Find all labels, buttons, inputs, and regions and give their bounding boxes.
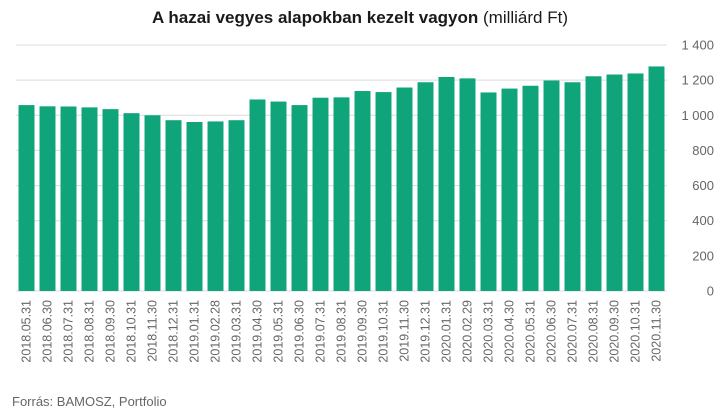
bar [627,73,644,291]
bar-chart: 0 200 400 600 800 1 000 1 200 1 400 2018.05.31 20… [16,38,714,363]
bar [543,80,560,291]
bar [165,120,182,291]
x-tick-label: 2018.09.30 [104,300,118,363]
bar [375,92,392,291]
bar [417,82,434,291]
x-tick-label: 2018.11.30 [146,300,160,362]
bar [81,107,98,291]
y-tick-label: 1 400 [681,38,714,53]
x-tick-label: 2018.08.31 [83,300,97,363]
bar [186,121,203,291]
x-tick-label: 2019.02.28 [209,300,223,363]
chart-title-main: A hazai vegyes alapokban kezelt vagyon [151,8,479,27]
bar [123,113,140,291]
x-tick-label: 2019.10.31 [377,300,391,363]
x-tick-label: 2020.08.31 [587,300,601,363]
bar [648,66,665,292]
bar [60,106,77,291]
x-tick-label: 2020.03.31 [482,300,496,363]
bar [102,109,119,291]
y-tick-label: 600 [692,178,714,193]
bar [207,121,224,291]
x-tick-label: 2018.12.31 [167,300,181,363]
bar [606,74,623,292]
source-note: Forrás: BAMOSZ, Portfolio [12,394,167,409]
x-tick-label: 2020.01.31 [440,300,454,363]
bar [585,76,602,291]
bar [312,97,329,291]
bar [39,106,56,292]
x-tick-label: 2020.04.30 [503,300,517,363]
x-tick-label: 2020.10.31 [629,300,643,363]
bar [333,97,350,291]
bar [144,115,161,292]
x-tick-label: 2019.11.30 [398,300,412,362]
bar [18,105,35,291]
bar [270,101,287,291]
y-tick-label: 1 200 [681,73,714,88]
y-tick-label: 1 000 [681,108,714,123]
x-tick-label: 2020.02.29 [461,300,475,363]
x-tick-label: 2019.07.31 [314,300,328,363]
bar [522,85,539,291]
x-tick-label: 2018.07.31 [62,300,76,363]
x-tick-label: 2018.06.30 [41,300,55,363]
chart-title-unit: (milliárd Ft) [483,8,568,27]
bar [249,99,266,291]
bar [459,78,476,291]
x-tick-label: 2019.08.31 [335,300,349,363]
x-tick-label: 2019.06.30 [293,300,307,363]
x-tick-label: 2019.09.30 [356,300,370,363]
x-tick-label: 2020.06.30 [545,300,559,363]
y-tick-label: 400 [692,213,714,228]
x-tick-label: 2020.07.31 [566,300,580,363]
y-tick-label: 0 [707,284,714,299]
x-tick-label: 2020.09.30 [608,300,622,363]
chart-title: A hazai vegyes alapokban kezelt vagyon (… [0,7,720,29]
x-tick-label: 2019.01.31 [188,300,202,363]
bar [228,120,245,291]
x-tick-label: 2019.05.31 [272,300,286,363]
x-tick-label: 2018.05.31 [20,300,34,363]
bar [438,76,455,291]
bar [564,82,581,291]
bar [396,87,413,291]
x-tick-label: 2019.12.31 [419,300,433,363]
x-tick-label: 2020.05.31 [524,300,538,363]
bar [354,91,371,291]
x-tick-label: 2020.11.30 [650,300,664,362]
y-tick-label: 800 [692,143,714,158]
x-tick-label: 2018.10.31 [125,300,139,363]
bar [291,105,308,291]
x-tick-label: 2019.03.31 [230,300,244,363]
x-tick-label: 2019.04.30 [251,300,265,363]
bar [480,92,497,291]
bar [501,88,518,291]
y-tick-label: 200 [692,248,714,263]
